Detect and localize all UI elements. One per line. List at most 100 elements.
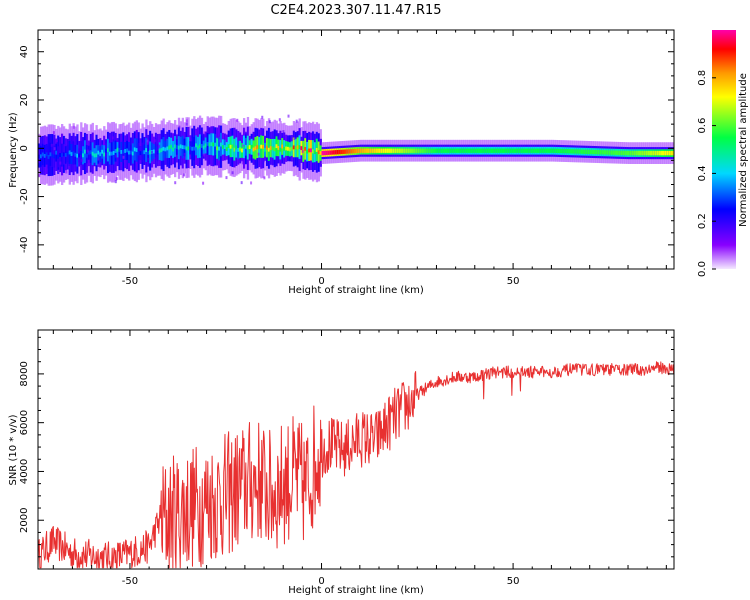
heatmap-cell <box>122 149 125 154</box>
heatmap-cell <box>672 150 674 156</box>
heatmap-cell <box>459 148 462 153</box>
heatmap-cell <box>403 148 407 153</box>
heatmap-speckle <box>282 130 285 134</box>
heatmap-cell <box>135 148 139 152</box>
heatmap-cell <box>346 149 349 154</box>
snr-y-label: SNR (10 * v/v) <box>8 414 19 485</box>
heatmap-cell <box>492 148 495 153</box>
heatmap-speckle <box>293 137 296 141</box>
heatmap-speckle <box>114 180 117 184</box>
heatmap-cell <box>413 148 416 153</box>
colorbar: 0.0 0.2 0.4 0.6 0.8 Normalized spectral ampl… <box>697 30 749 277</box>
heatmap-speckle <box>268 120 271 124</box>
heatmap-speckle <box>80 158 83 162</box>
heatmap-cell <box>329 150 332 155</box>
heatmap-speckle <box>153 139 156 143</box>
heatmap-cell <box>53 154 56 159</box>
heatmap-cell <box>304 146 307 151</box>
heatmap-cell <box>200 143 204 148</box>
heatmap-cell <box>177 145 181 150</box>
heatmap-cell <box>428 148 432 153</box>
heatmap-cell <box>296 145 299 150</box>
heatmap-cell <box>160 148 163 152</box>
heatmap-cell <box>120 149 123 154</box>
heatmap-cell <box>568 149 571 154</box>
heatmap-speckle <box>72 125 75 129</box>
heatmap-cell <box>294 146 298 150</box>
heatmap-cell <box>235 145 238 150</box>
heatmap-speckle <box>278 118 281 122</box>
heatmap-cell <box>283 146 286 151</box>
heatmap-cell <box>595 149 598 155</box>
y-tick-label: 0 <box>19 145 30 151</box>
colorbar-tick-label: 0.2 <box>697 213 708 229</box>
x-tick-label: 50 <box>507 276 520 287</box>
heatmap-cell <box>300 146 303 151</box>
heatmap-cell <box>501 148 504 153</box>
heatmap-cell <box>601 150 604 155</box>
heatmap-speckle <box>174 181 177 185</box>
heatmap-cell <box>392 148 395 153</box>
y-tick-label: 6000 <box>19 410 30 435</box>
heatmap-cell <box>419 148 422 153</box>
heatmap-cell <box>505 148 508 153</box>
heatmap-cell <box>666 150 669 156</box>
heatmap-cell <box>265 145 269 150</box>
heatmap-cell <box>193 146 196 151</box>
heatmap-speckle <box>147 157 150 161</box>
heatmap-cell <box>643 150 646 156</box>
heatmap-cell <box>114 149 117 153</box>
heatmap-speckle <box>178 125 181 129</box>
heatmap-cell <box>239 147 242 152</box>
heatmap-cell <box>241 148 244 153</box>
heatmap-speckle <box>190 138 193 142</box>
heatmap-cell <box>210 142 213 147</box>
heatmap-cell <box>212 142 215 147</box>
heatmap-cell <box>560 148 564 154</box>
snr-y-ticks: 2000 4000 6000 8000 <box>19 336 674 570</box>
heatmap-cell <box>652 150 656 156</box>
heatmap-cell <box>43 153 47 158</box>
heatmap-speckle <box>115 177 118 181</box>
heatmap-speckle <box>241 144 244 148</box>
heatmap-cell <box>390 148 393 153</box>
heatmap-cell <box>118 148 121 152</box>
heatmap-speckle <box>250 181 253 185</box>
heatmap-cell <box>275 144 278 149</box>
heatmap-speckle <box>52 131 55 135</box>
heatmap-speckle <box>282 133 285 137</box>
heatmap-cell <box>279 147 282 152</box>
heatmap-cell <box>599 150 602 155</box>
heatmap-cell <box>645 150 648 156</box>
heatmap-cell <box>340 149 343 155</box>
heatmap-cell <box>384 148 388 153</box>
heatmap-cell <box>206 141 209 146</box>
heatmap-speckle <box>231 171 234 175</box>
heatmap-cell <box>137 151 140 156</box>
heatmap-cell <box>534 148 537 153</box>
heatmap-cell <box>624 150 627 156</box>
spectrogram-heatmap <box>38 114 674 186</box>
heatmap-cell <box>511 148 514 153</box>
heatmap-cell <box>85 153 89 158</box>
heatmap-cell <box>576 149 579 154</box>
heatmap-cell <box>629 150 633 156</box>
heatmap-cell <box>409 148 412 153</box>
y-tick-label: 40 <box>19 45 30 58</box>
heatmap-cell <box>361 148 365 153</box>
heatmap-cell <box>509 148 512 153</box>
y-tick-label: 8000 <box>19 361 30 386</box>
heatmap-speckle <box>86 149 89 153</box>
heatmap-cell <box>342 149 345 154</box>
heatmap-cell <box>545 148 548 153</box>
heatmap-speckle <box>183 152 186 156</box>
heatmap-cell <box>277 146 280 150</box>
heatmap-cell <box>497 148 501 153</box>
heatmap-cell <box>394 148 397 153</box>
colorbar-ticks: 0.0 0.2 0.4 0.6 0.8 <box>697 70 716 277</box>
heatmap-speckle <box>183 173 186 177</box>
heatmap-cell <box>520 148 524 153</box>
heatmap-cell <box>373 148 376 153</box>
heatmap-cell <box>606 150 610 155</box>
heatmap-cell <box>616 150 619 155</box>
